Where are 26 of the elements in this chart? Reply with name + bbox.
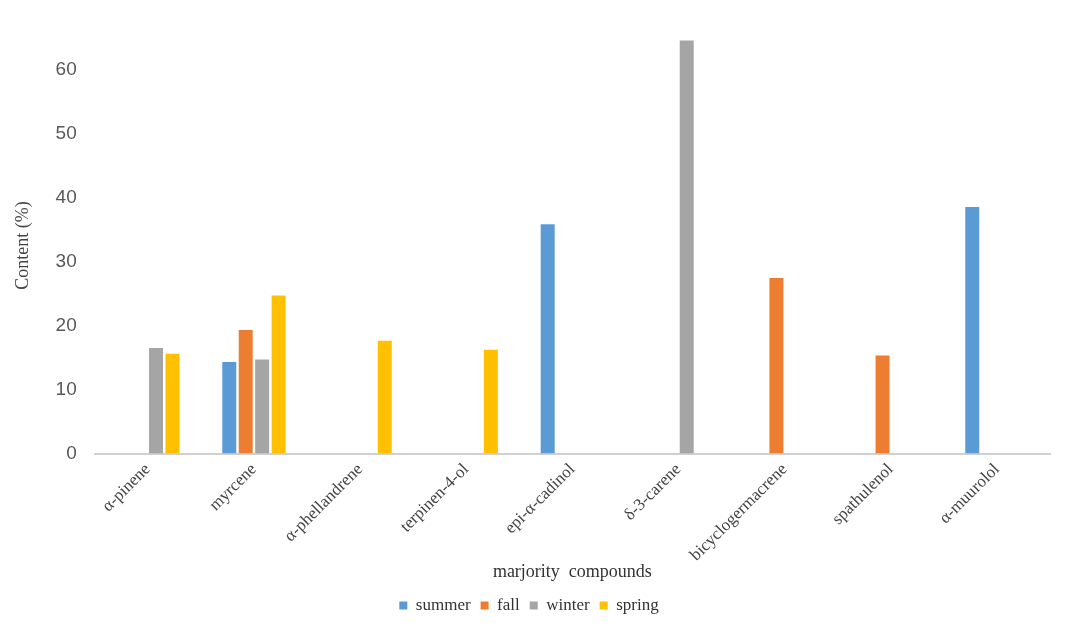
y-tick-label: 60 <box>55 57 77 79</box>
y-tick-label: 50 <box>55 121 77 143</box>
bar <box>875 355 890 454</box>
y-tick-label: 20 <box>55 313 77 335</box>
bar <box>271 295 286 454</box>
legend-label: spring <box>616 594 660 614</box>
bar <box>540 224 555 454</box>
bar <box>165 353 180 454</box>
bar <box>238 329 253 454</box>
y-tick-label: 10 <box>55 377 77 399</box>
y-tick-label: 0 <box>66 441 77 463</box>
bar <box>965 207 980 454</box>
bar <box>483 349 498 454</box>
bar <box>377 340 392 454</box>
y-axis-title: Content (%) <box>11 201 33 290</box>
legend-label: summer <box>415 594 471 614</box>
bar <box>255 359 270 454</box>
legend-label: fall <box>497 594 521 614</box>
bar <box>769 278 784 454</box>
y-tick-label: 40 <box>55 185 77 207</box>
y-tick-label: 30 <box>55 249 77 271</box>
x-axis-title: marjority compounds <box>492 560 652 581</box>
bar <box>679 40 694 454</box>
legend-label: winter <box>546 594 591 614</box>
bar <box>222 361 237 454</box>
bar <box>149 347 164 454</box>
